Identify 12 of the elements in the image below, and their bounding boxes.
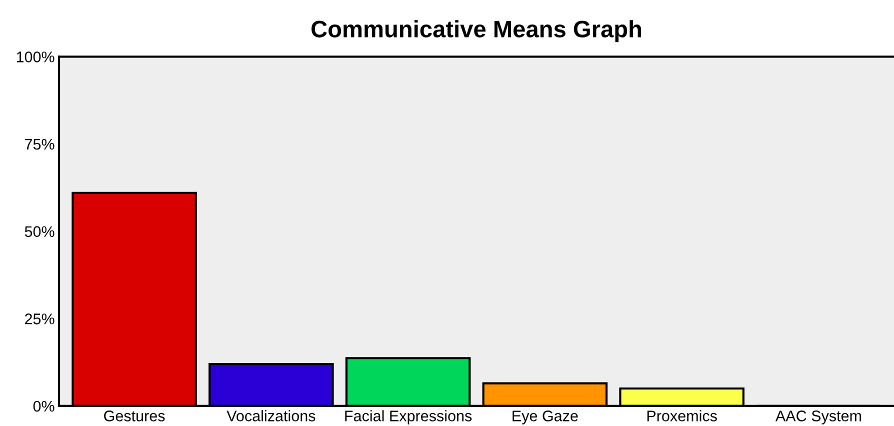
- x-tick-label: Vocalizations: [226, 410, 316, 422]
- y-tick-label: 25%: [25, 314, 54, 324]
- x-tick-label: AAC System: [775, 410, 861, 424]
- x-tick-label: Facial Expressions: [345, 410, 472, 424]
- x-tick-label: Eye Gaze: [512, 410, 578, 424]
- chart-title: Communicative Means Graph: [312, 20, 642, 42]
- y-tick-label: 50%: [24, 226, 54, 238]
- y-tick-label: 75%: [25, 138, 54, 150]
- y-tick-label: 100%: [16, 52, 54, 62]
- x-tick-label: Proxemics: [647, 410, 717, 422]
- x-tick-label: Gestures: [104, 410, 165, 422]
- y-tick-label: 0%: [33, 400, 54, 412]
